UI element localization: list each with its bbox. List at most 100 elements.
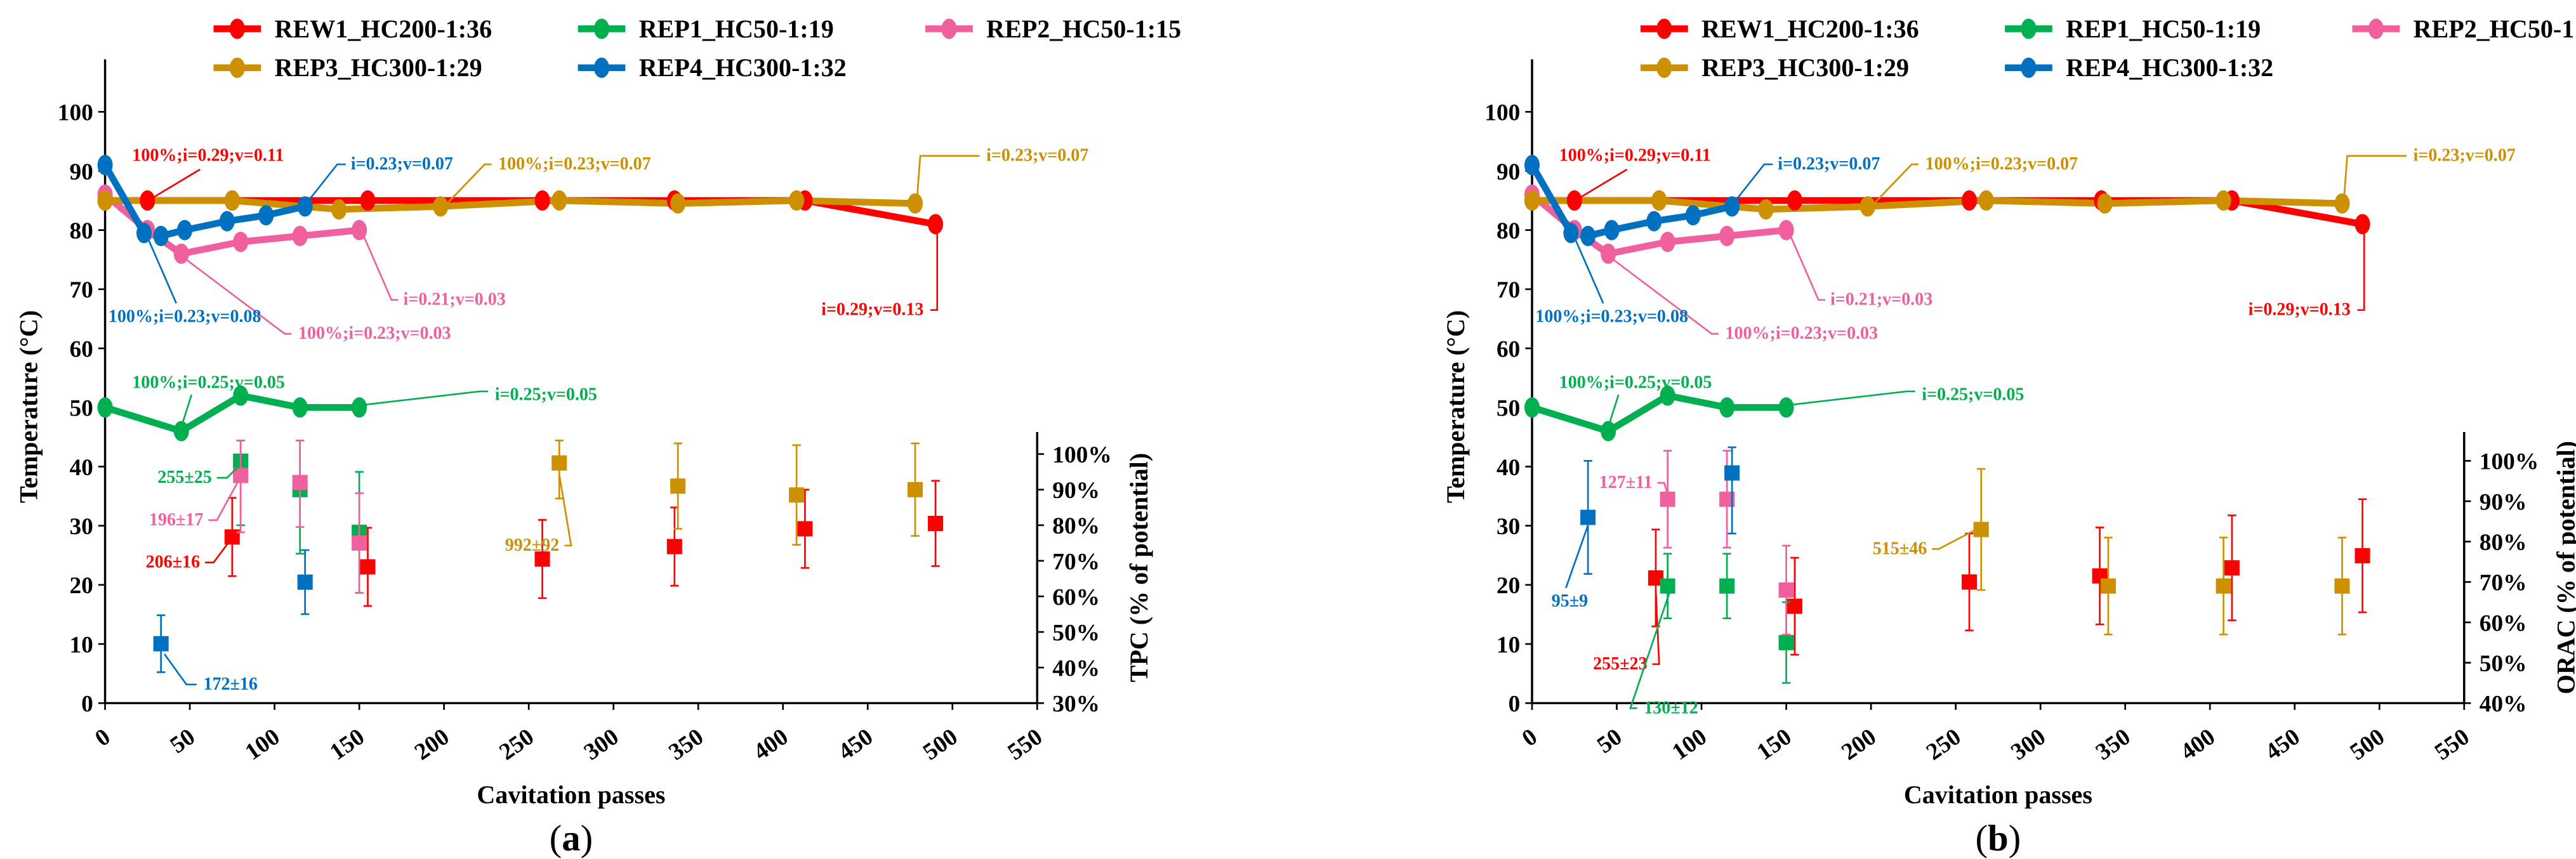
y2-tick-label: 30% [1052, 692, 1100, 718]
y-tick-label: 90 [1496, 159, 1520, 185]
annotation-leader [362, 390, 489, 406]
legend-marker-2 [941, 18, 957, 39]
secondary-square-1-2 [1778, 634, 1794, 650]
annotation-label: i=0.23;v=0.07 [2414, 146, 2516, 166]
y-tick-label: 10 [1496, 632, 1520, 658]
legend-label-3: REP3_HC300-1:29 [1701, 53, 1909, 82]
annotation-leader [1573, 237, 1604, 304]
temperature-point-4-3 [1604, 220, 1620, 240]
annotation-label: 172±16 [203, 674, 257, 694]
x-tick-label: 350 [664, 724, 708, 766]
annotation-leader [1932, 528, 1978, 550]
annotation-label: 130±12 [1644, 698, 1698, 718]
x-tick-label: 200 [410, 724, 454, 766]
y-tick-label: 100 [1484, 100, 1520, 126]
temperature-point-1-1 [1601, 421, 1616, 442]
temperature-point-3-5 [2097, 193, 2113, 214]
secondary-square-1-0 [1660, 578, 1675, 594]
y-axis-title: Temperature (°C) [15, 310, 43, 503]
temperature-point-3-0 [1524, 190, 1540, 211]
x-tick-label: 250 [1922, 724, 1965, 766]
temperature-point-4-2 [153, 225, 169, 247]
y2-tick-label: 60% [1052, 584, 1100, 610]
annotation-label: 196±17 [149, 510, 203, 530]
annotation-label: 100%;i=0.29;v=0.11 [132, 146, 284, 166]
secondary-square-1-1 [1719, 578, 1735, 594]
secondary-square-3-1 [2100, 578, 2116, 594]
annotation-label: 100%;i=0.25;v=0.05 [132, 373, 285, 393]
panel-a: REW1_HC200-1:36 REP1_HC50-1:19 REP2_HC50-1… [15, 15, 1181, 859]
secondary-square-3-2 [789, 487, 805, 503]
annotation-label: i=0.21;v=0.03 [404, 290, 506, 310]
secondary-square-0-1 [1787, 598, 1802, 614]
secondary-square-0-4 [797, 521, 813, 537]
secondary-square-0-2 [534, 551, 550, 567]
legend-label-2: REP2_HC50-1:15 [2414, 15, 2576, 43]
temperature-point-4-0 [97, 155, 113, 176]
temperature-point-4-4 [219, 211, 235, 232]
x-axis-title: Cavitation passes [477, 780, 665, 809]
y-tick-label: 30 [69, 514, 93, 540]
temperature-point-1-2 [1660, 385, 1675, 406]
x-tick-label: 0 [1517, 724, 1542, 752]
temperature-point-2-3 [1660, 232, 1675, 252]
temperature-line-3 [105, 197, 916, 213]
y-tick-label: 70 [1496, 277, 1520, 303]
temperature-point-3-7 [2334, 193, 2350, 214]
legend-label-3: REP3_HC300-1:29 [275, 53, 482, 82]
annotation-leader [2342, 155, 2407, 202]
annotation-label: 100%;i=0.23;v=0.07 [498, 154, 651, 174]
x-tick-label: 0 [91, 724, 116, 752]
annotation-label: 992±92 [505, 535, 559, 555]
temperature-point-0-1 [140, 190, 155, 211]
temperature-point-2-4 [292, 225, 308, 247]
caption-caption_letter: b [1988, 818, 2009, 859]
y2-tick-label: 40% [2480, 692, 2527, 718]
temperature-point-3-7 [907, 193, 923, 214]
temperature-point-1-3 [1719, 397, 1735, 418]
secondary-square-3-3 [2334, 578, 2350, 594]
temperature-point-4-5 [258, 205, 274, 226]
temperature-point-1-0 [1524, 397, 1540, 418]
annotation-label: 100%;i=0.23;v=0.07 [1925, 154, 2078, 174]
y-tick-label: 50 [69, 396, 93, 422]
annotation-label: 100%;i=0.25;v=0.05 [1559, 373, 1712, 393]
temperature-point-4-4 [1646, 211, 1662, 232]
temperature-point-1-1 [173, 421, 189, 442]
annotation-label: i=0.21;v=0.03 [1830, 290, 1932, 310]
y2-tick-label: 100% [2480, 449, 2539, 475]
annotation-leader [1608, 255, 1719, 335]
temperature-point-3-4 [1978, 190, 1994, 211]
temperature-point-0-7 [928, 214, 944, 235]
annotation-label: 127±11 [1599, 473, 1653, 492]
secondary-square-2-1 [292, 475, 308, 490]
y-tick-label: 100 [58, 100, 93, 126]
temperature-point-3-3 [433, 196, 449, 217]
annotation-label: i=0.25;v=0.05 [495, 384, 597, 404]
temperature-point-3-1 [1651, 190, 1667, 211]
secondary-square-0-4 [2224, 560, 2240, 576]
x-tick-label: 100 [241, 724, 284, 766]
caption-caption_close: ) [2009, 818, 2021, 859]
temperature-point-2-4 [1719, 225, 1735, 247]
temperature-point-3-3 [1859, 196, 1875, 217]
annotation-label: i=0.23;v=0.07 [986, 146, 1088, 166]
annotation-label: i=0.25;v=0.05 [1922, 384, 2024, 404]
temperature-point-0-3 [1787, 190, 1802, 211]
y2-tick-label: 70% [1052, 549, 1100, 575]
annotation-leader [304, 163, 346, 206]
temperature-point-3-6 [789, 190, 805, 211]
secondary-square-0-5 [928, 516, 944, 532]
legend-marker-2 [2368, 18, 2384, 39]
y-tick-label: 80 [69, 218, 93, 244]
annotation-leader [2357, 228, 2365, 311]
annotation-leader [163, 653, 197, 686]
annotation-leader [1731, 163, 1773, 206]
y2-tick-label: 50% [2480, 651, 2527, 677]
panel-b: REW1_HC200-1:36 REP1_HC50-1:19 REP2_HC50-1… [1441, 15, 2576, 859]
secondary-square-3-3 [907, 482, 923, 497]
caption-caption_close: ) [581, 818, 593, 859]
temperature-point-0-3 [360, 190, 376, 211]
x-tick-label: 150 [326, 724, 369, 766]
annotation-leader [1657, 482, 1668, 495]
